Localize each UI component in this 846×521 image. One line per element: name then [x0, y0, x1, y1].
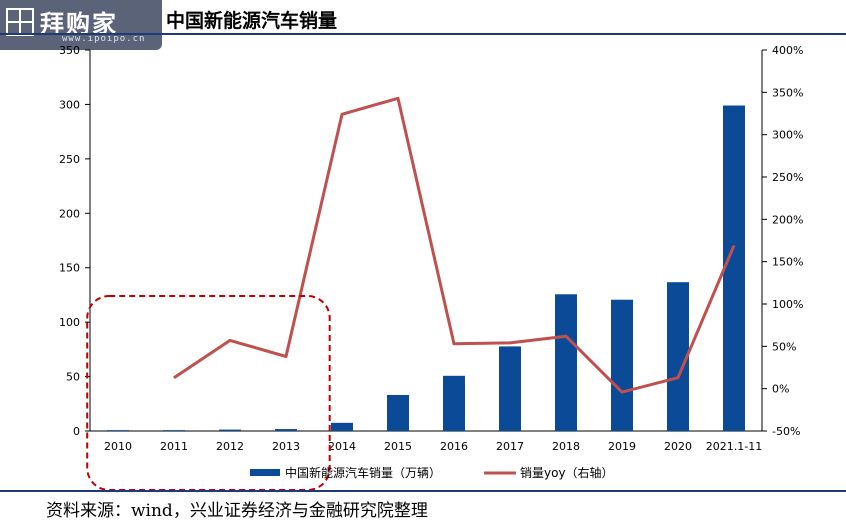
right-tick-label: 100%: [772, 298, 803, 311]
yoy-line-point: [733, 245, 735, 247]
right-tick-label: 400%: [772, 44, 803, 57]
legend-bar-swatch: [250, 469, 280, 476]
bar: [499, 346, 521, 431]
yoy-line-point: [453, 343, 455, 345]
yoy-line-path: [173, 96, 736, 394]
left-tick-label: 350: [59, 44, 80, 57]
bar-series: [107, 105, 745, 431]
yoy-line-point: [509, 342, 511, 344]
left-tick-label: 50: [66, 371, 80, 384]
right-tick-label: 300%: [772, 129, 803, 142]
logo-url: www.ipoipo.cn: [62, 34, 146, 44]
left-y-axis: 0 50 100 150 200 250 300 350: [59, 44, 91, 438]
left-tick-label: 200: [59, 207, 80, 220]
right-tick-label: -50%: [772, 425, 800, 438]
yoy-line-point: [677, 377, 679, 379]
bar: [723, 105, 745, 431]
logo-grid-icon: [6, 8, 34, 36]
source-note: 资料来源：wind，兴业证券经济与金融研究院整理: [46, 501, 428, 521]
legend-bar-label: 中国新能源汽车销量（万辆）: [285, 465, 441, 480]
x-tick-label: 2016: [440, 440, 468, 453]
right-y-axis: -50% 0% 50% 100% 150% 200% 250% 300% 350% 400%: [761, 44, 803, 438]
right-tick-label: 200%: [772, 213, 803, 226]
left-tick-label: 150: [59, 262, 80, 275]
x-tick-label: 2015: [384, 440, 412, 453]
x-tick-label: 2010: [104, 440, 132, 453]
chart-title: 中国新能源汽车销量: [166, 10, 338, 32]
x-axis: 2010 2011 2012 2013 2014 2015 2016 2017 2018 2019…: [90, 430, 762, 453]
bar: [219, 429, 241, 431]
bar: [107, 430, 129, 431]
x-tick-label: 2018: [552, 440, 580, 453]
legend-line-label: 销量yoy（右轴）: [520, 465, 614, 480]
bar: [667, 282, 689, 431]
x-tick-label: 2017: [496, 440, 524, 453]
x-tick-label: 2014: [328, 440, 356, 453]
left-tick-label: 0: [73, 425, 80, 438]
bar: [443, 375, 465, 431]
x-tick-label: 2011: [160, 440, 188, 453]
bar: [163, 430, 185, 431]
x-tick-label: 2021.1-11: [706, 440, 762, 453]
right-tick-label: 50%: [772, 340, 796, 353]
x-tick-label: 2012: [216, 440, 244, 453]
left-tick-label: 300: [59, 98, 80, 111]
yoy-line-point: [285, 355, 287, 357]
yoy-line-point: [565, 335, 567, 337]
bar: [555, 294, 577, 431]
line-series: [173, 96, 736, 394]
legend: 中国新能源汽车销量（万辆） 销量yoy（右轴）: [250, 465, 614, 480]
yoy-line-point: [341, 113, 343, 115]
x-tick-label: 2020: [664, 440, 692, 453]
annotation-layer: [86, 295, 331, 490]
yoy-line-point: [621, 391, 623, 393]
source-divider: [0, 490, 846, 492]
yoy-line-point: [397, 97, 399, 99]
title-divider: [0, 33, 846, 35]
chart-svg: 0 50 100 150 200 250 300 350 -50% 0% 50% 100% 150% 2…: [59, 44, 803, 490]
yoy-line-point: [229, 339, 231, 341]
right-tick-label: 350%: [772, 86, 803, 99]
bar: [611, 299, 633, 431]
bar: [387, 394, 409, 431]
right-tick-label: 150%: [772, 256, 803, 269]
yoy-line-point: [173, 377, 175, 379]
x-tick-label: 2013: [272, 440, 300, 453]
right-tick-label: 250%: [772, 171, 803, 184]
highlight-dashed-box: [86, 295, 331, 490]
x-tick-label: 2019: [608, 440, 636, 453]
left-tick-label: 100: [59, 316, 80, 329]
right-tick-label: 0%: [772, 383, 789, 396]
bar: [275, 429, 297, 431]
left-tick-label: 250: [59, 153, 80, 166]
bar: [331, 422, 353, 431]
